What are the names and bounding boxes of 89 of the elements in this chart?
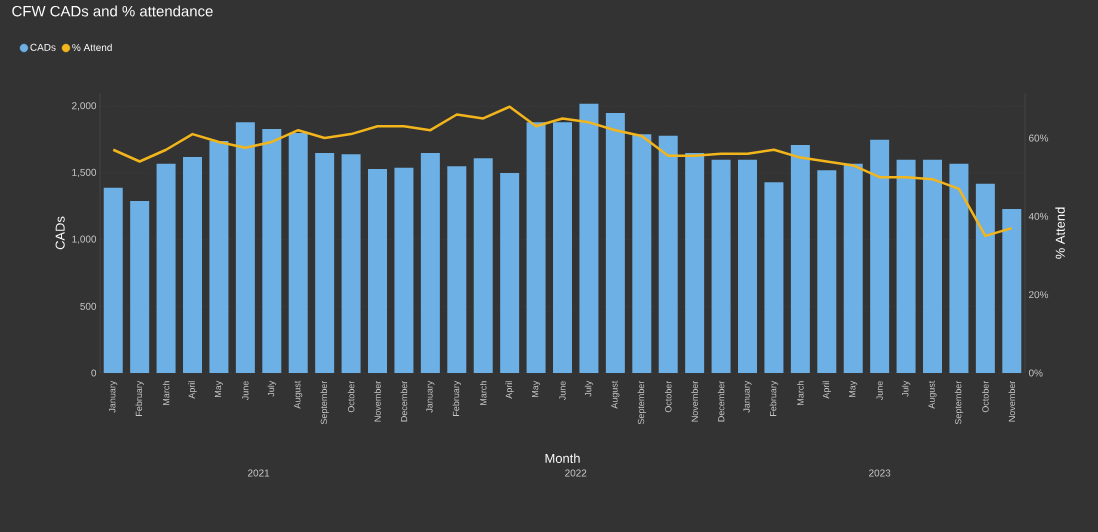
y2-axis-title: % Attend [1055, 207, 1065, 259]
bar [605, 112, 625, 373]
bar [235, 122, 255, 373]
x-tick-label: November [374, 380, 381, 422]
bar [870, 139, 890, 373]
legend-label: % Attend [72, 43, 112, 51]
bar [711, 159, 731, 373]
bar [553, 122, 573, 373]
bar [394, 167, 414, 373]
x-tick-label: January [426, 380, 435, 413]
bar [368, 168, 388, 373]
bar [315, 152, 335, 373]
bar [1002, 208, 1022, 373]
x-tick-label: March [797, 381, 804, 405]
bar [420, 152, 440, 373]
x-tick-label: August [611, 380, 620, 409]
x-tick-label: September [954, 380, 964, 425]
chart-title: CFW CADs and % attendance [12, 5, 213, 17]
line-series [111, 105, 1014, 238]
bar [288, 132, 308, 373]
bar [896, 159, 916, 373]
x-tick-label: April [188, 381, 197, 399]
bar [817, 170, 837, 373]
x-tick-label: June [876, 381, 883, 401]
bar [790, 144, 810, 373]
x-tick-label: September [637, 380, 646, 425]
x-tick-label: January [109, 380, 118, 413]
x-tick-label: February [452, 380, 461, 416]
text: 2022 [565, 469, 587, 477]
x-tick-label: February [769, 380, 779, 416]
bar [685, 152, 705, 373]
bar [843, 163, 863, 373]
bar [156, 163, 176, 373]
x-tick-label: October [664, 380, 672, 413]
x-tick-label: February [135, 380, 144, 416]
bar [579, 103, 599, 373]
y-tick-label: 1,000 [72, 235, 97, 244]
x-tick-label: October [982, 380, 989, 413]
x-tick-label: September [320, 380, 329, 425]
bar [500, 172, 520, 373]
x-tick-label: April [505, 381, 514, 399]
x-tick-label: June [242, 381, 249, 401]
x-tick-label: March [479, 381, 487, 405]
x-tick-label: March [162, 381, 170, 405]
y-axis-title: CADs [55, 216, 65, 250]
bar [975, 183, 995, 373]
x-tick-label: May [532, 380, 541, 397]
bar [209, 140, 229, 373]
y-tick-label: 2,000 [72, 102, 97, 111]
bar [949, 163, 969, 373]
y-tick-label: 500 [80, 302, 97, 310]
x-tick-label: May [849, 380, 858, 397]
x-tick-label: August [928, 380, 937, 409]
y2-tick-label: 60% [1029, 134, 1049, 142]
y-tick-label: 0 [91, 369, 97, 377]
bar [738, 159, 758, 373]
y2-tick-label: 20% [1029, 291, 1049, 299]
x-tick-label: July [584, 380, 594, 397]
legend-label: CADs [30, 43, 56, 51]
bar [341, 154, 361, 373]
x-tick-label: July [267, 380, 276, 397]
x-tick-label: December [400, 380, 408, 422]
bar [473, 158, 493, 373]
bar [183, 156, 203, 373]
bar [764, 182, 784, 373]
bar [130, 200, 150, 373]
x-tick-label: April [822, 381, 831, 399]
x-tick-label: November [691, 380, 698, 422]
x-tick-label: January [743, 380, 752, 413]
bar [103, 187, 123, 373]
bar [658, 135, 678, 373]
y2-tick-label: 40% [1028, 212, 1049, 220]
x-tick-label: December [717, 380, 725, 422]
x-tick-label: October [347, 380, 355, 413]
x-tick-label: August [294, 380, 303, 409]
bar [526, 122, 546, 373]
bar [262, 128, 282, 373]
bar [632, 134, 652, 373]
x-axis-title: Month [545, 453, 580, 463]
y-tick-label: 1,500 [72, 168, 97, 178]
x-tick-label: July [901, 380, 911, 397]
text: 2023 [869, 469, 891, 477]
bar [447, 166, 467, 373]
text: 2021 [248, 469, 270, 477]
x-tick-label: May [214, 380, 223, 397]
y2-tick-label: 0% [1028, 369, 1043, 377]
bar [923, 159, 943, 373]
x-tick-label: November [1008, 380, 1016, 422]
x-tick-label: June [559, 381, 566, 401]
